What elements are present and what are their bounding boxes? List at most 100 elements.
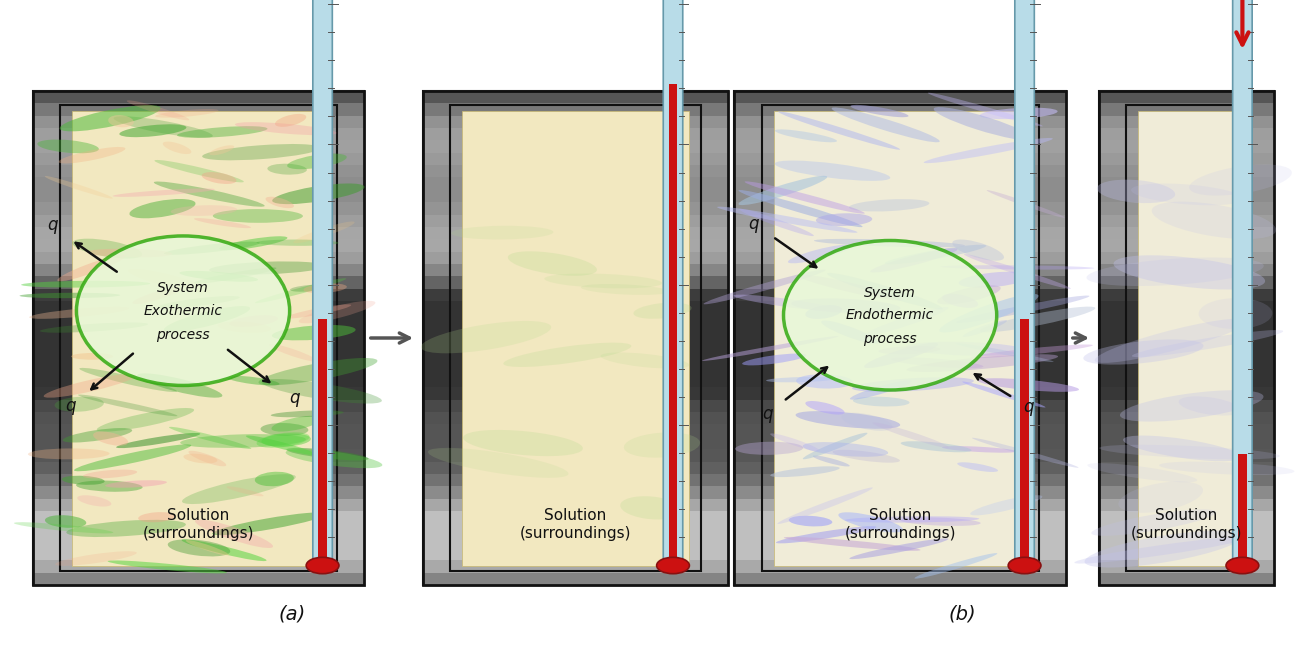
Ellipse shape	[1095, 318, 1248, 363]
Ellipse shape	[155, 109, 218, 118]
Bar	[734, 560, 1066, 573]
Ellipse shape	[255, 278, 346, 303]
Bar	[422, 498, 728, 511]
Bar	[1098, 350, 1274, 363]
Ellipse shape	[956, 343, 1053, 362]
Bar	[422, 461, 728, 474]
Bar	[1098, 91, 1274, 585]
Bar	[32, 325, 364, 338]
Bar	[1098, 325, 1274, 338]
Ellipse shape	[958, 272, 1031, 287]
Ellipse shape	[703, 270, 826, 304]
Bar	[72, 111, 325, 566]
Ellipse shape	[116, 433, 200, 448]
Bar	[422, 239, 728, 252]
Bar	[1098, 313, 1274, 326]
Ellipse shape	[803, 433, 867, 460]
Ellipse shape	[260, 423, 308, 436]
Bar	[734, 276, 1066, 289]
Ellipse shape	[1083, 339, 1204, 365]
Ellipse shape	[965, 254, 1071, 289]
Ellipse shape	[44, 374, 136, 398]
Ellipse shape	[1087, 257, 1264, 286]
Ellipse shape	[78, 395, 178, 416]
Ellipse shape	[77, 236, 290, 385]
Ellipse shape	[276, 114, 307, 127]
Bar	[1098, 374, 1274, 387]
Ellipse shape	[1132, 330, 1283, 357]
Ellipse shape	[83, 469, 138, 478]
Ellipse shape	[891, 358, 983, 369]
Ellipse shape	[130, 199, 195, 218]
Ellipse shape	[845, 516, 979, 523]
Ellipse shape	[286, 448, 369, 460]
Bar	[1098, 251, 1274, 264]
Bar	[670, 84, 677, 566]
Bar	[32, 115, 364, 128]
Bar	[1098, 473, 1274, 486]
Text: $q$: $q$	[747, 216, 759, 235]
FancyBboxPatch shape	[313, 0, 333, 567]
Ellipse shape	[939, 294, 1039, 333]
Bar	[32, 387, 364, 400]
Ellipse shape	[108, 560, 228, 573]
Ellipse shape	[633, 303, 692, 318]
Bar	[1138, 111, 1235, 566]
Bar	[1098, 572, 1274, 585]
Bar	[1098, 214, 1274, 227]
Ellipse shape	[879, 346, 940, 354]
Ellipse shape	[962, 382, 1045, 408]
Ellipse shape	[718, 207, 858, 233]
Ellipse shape	[60, 105, 161, 131]
Text: $q$: $q$	[47, 218, 58, 236]
Bar	[1098, 362, 1274, 375]
Ellipse shape	[299, 301, 376, 323]
Bar	[422, 325, 728, 338]
Bar	[32, 411, 364, 424]
Bar	[1126, 105, 1247, 571]
Ellipse shape	[74, 445, 191, 471]
Ellipse shape	[270, 410, 343, 417]
Ellipse shape	[827, 273, 942, 309]
Ellipse shape	[953, 239, 1004, 261]
Bar	[734, 103, 1066, 116]
Ellipse shape	[202, 172, 237, 184]
Ellipse shape	[803, 442, 888, 457]
Ellipse shape	[164, 306, 250, 332]
Bar	[32, 374, 364, 387]
Bar	[1098, 202, 1274, 214]
Ellipse shape	[62, 428, 133, 443]
Ellipse shape	[194, 218, 251, 228]
Bar	[1098, 276, 1274, 289]
Bar	[422, 523, 728, 536]
Bar	[32, 313, 364, 326]
Bar	[734, 535, 1066, 548]
Ellipse shape	[1074, 537, 1248, 564]
Bar	[32, 177, 364, 190]
Bar	[1098, 300, 1274, 313]
Text: $q$: $q$	[289, 391, 300, 410]
Text: (a): (a)	[280, 604, 306, 624]
Ellipse shape	[105, 480, 166, 488]
Bar	[422, 115, 728, 128]
Ellipse shape	[503, 343, 632, 367]
Ellipse shape	[77, 480, 143, 492]
Ellipse shape	[766, 377, 835, 382]
Bar	[450, 105, 701, 571]
Bar	[774, 111, 1027, 566]
Ellipse shape	[814, 239, 965, 247]
Circle shape	[656, 557, 689, 574]
Ellipse shape	[272, 183, 364, 204]
Ellipse shape	[832, 107, 940, 142]
Bar	[32, 239, 364, 252]
Ellipse shape	[14, 522, 113, 534]
Bar	[32, 103, 364, 116]
Ellipse shape	[822, 320, 879, 344]
Ellipse shape	[256, 240, 339, 246]
Ellipse shape	[1123, 436, 1242, 461]
Ellipse shape	[816, 213, 872, 226]
Bar	[422, 572, 728, 585]
Bar	[32, 91, 364, 585]
Ellipse shape	[138, 373, 222, 398]
Ellipse shape	[870, 248, 958, 272]
